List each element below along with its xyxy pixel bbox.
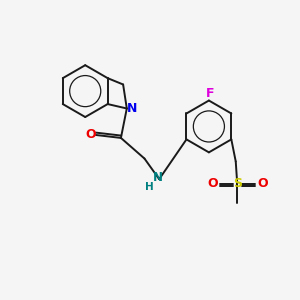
Text: O: O: [85, 128, 96, 142]
Text: O: O: [257, 177, 268, 190]
Text: F: F: [206, 87, 214, 100]
Text: H: H: [146, 182, 154, 191]
Text: S: S: [233, 177, 242, 190]
Text: O: O: [207, 177, 217, 190]
Text: N: N: [153, 171, 163, 184]
Text: N: N: [127, 102, 137, 115]
